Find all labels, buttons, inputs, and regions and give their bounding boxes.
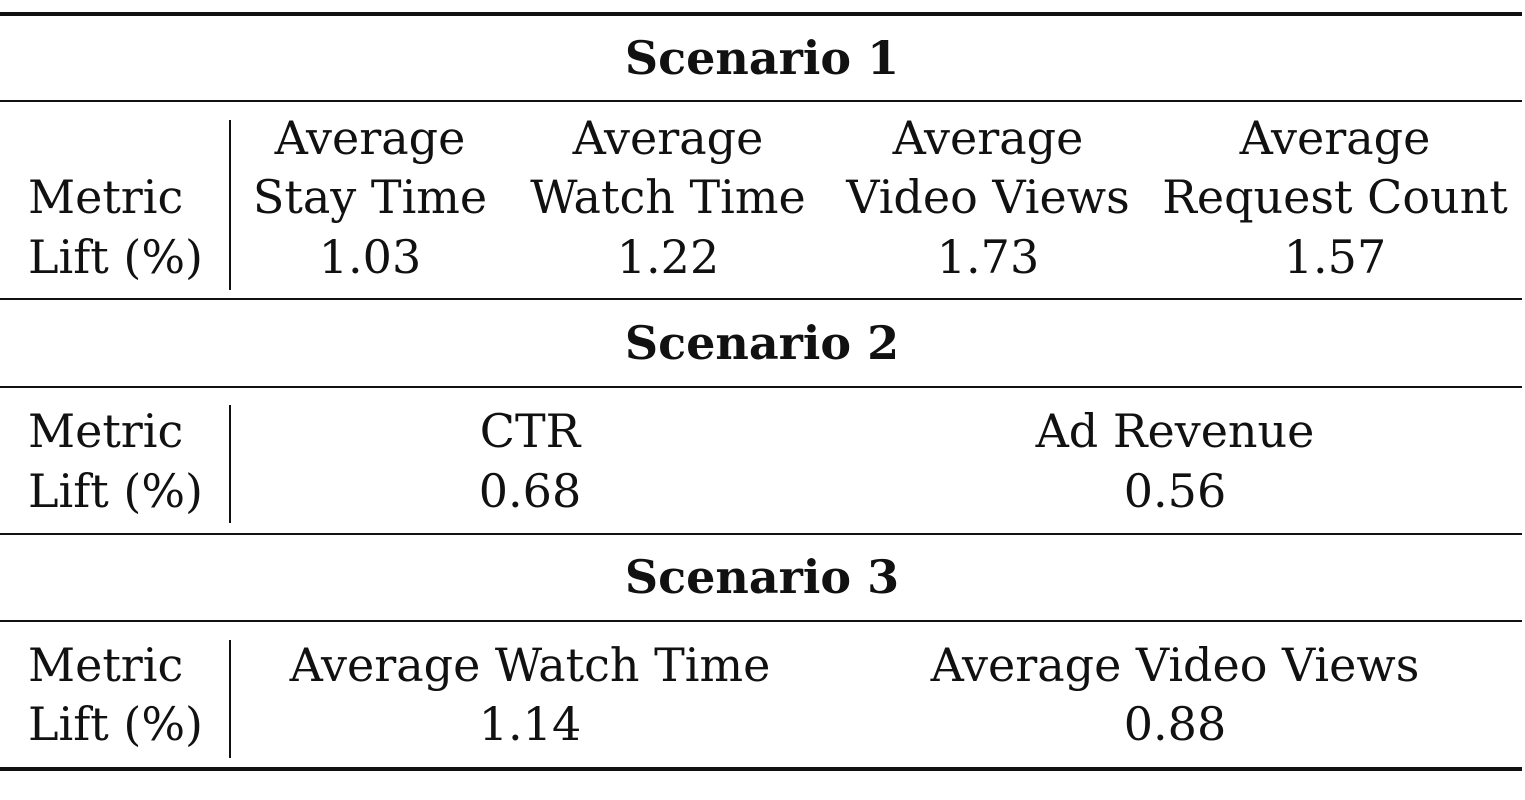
scenario-1-metric-4-line-2: Request Count <box>1162 170 1508 224</box>
scenario-1-metric-1-line-2: Stay Time <box>252 170 488 224</box>
scenario-2-metric-label: Metric <box>28 404 184 458</box>
scenario-2-title: Scenario 2 <box>624 316 900 370</box>
scenario-1-title: Scenario 1 <box>624 31 900 85</box>
scenario-3-title: Scenario 3 <box>624 550 900 604</box>
scenario-3-vertical-rule <box>229 640 231 758</box>
scenario-1-title-rule <box>0 100 1522 102</box>
scenario-3-metric-label: Metric <box>28 638 184 692</box>
bottom-rule <box>0 767 1522 771</box>
scenario-1-metric-1-line-1: Average <box>274 111 466 165</box>
scenario-1-lift-3: 1.73 <box>936 230 1040 284</box>
scenario-2-title-rule <box>0 386 1522 388</box>
scenario-1-lift-4: 1.57 <box>1283 230 1387 284</box>
scenario-1-lift-1: 1.03 <box>318 230 422 284</box>
scenario-2-bottom-rule <box>0 533 1522 535</box>
scenario-1-lift-2: 1.22 <box>616 230 720 284</box>
scenario-1-metric-label: Metric <box>28 170 184 224</box>
scenario-3-lift-2: 0.88 <box>1123 697 1227 751</box>
scenario-1-metric-4-line-1: Average <box>1239 111 1431 165</box>
scenario-1-metric-3-line-1: Average <box>892 111 1084 165</box>
scenario-2-lift-2: 0.56 <box>1123 464 1227 518</box>
scenario-2-lift-label: Lift (%) <box>28 464 203 518</box>
scenario-1-lift-label: Lift (%) <box>28 230 203 284</box>
top-rule <box>0 12 1522 16</box>
scenario-3-title-rule <box>0 620 1522 622</box>
scenario-2-lift-1: 0.68 <box>478 464 582 518</box>
scenario-1-bottom-rule <box>0 298 1522 300</box>
scenario-1-metric-3-line-2: Video Views <box>846 170 1130 224</box>
scenario-1-vertical-rule <box>229 120 231 290</box>
scenario-2-metric-1: CTR <box>479 404 581 458</box>
scenario-3-metric-2: Average Video Views <box>930 638 1420 692</box>
scenario-2-metric-2: Ad Revenue <box>1035 404 1315 458</box>
scenario-3-lift-label: Lift (%) <box>28 697 203 751</box>
scenario-3-lift-1: 1.14 <box>478 697 582 751</box>
scenario-1-metric-2-line-2: Watch Time <box>530 170 806 224</box>
scenario-2-vertical-rule <box>229 405 231 523</box>
scenario-3-metric-1: Average Watch Time <box>289 638 771 692</box>
scenario-1-metric-2-line-1: Average <box>572 111 764 165</box>
